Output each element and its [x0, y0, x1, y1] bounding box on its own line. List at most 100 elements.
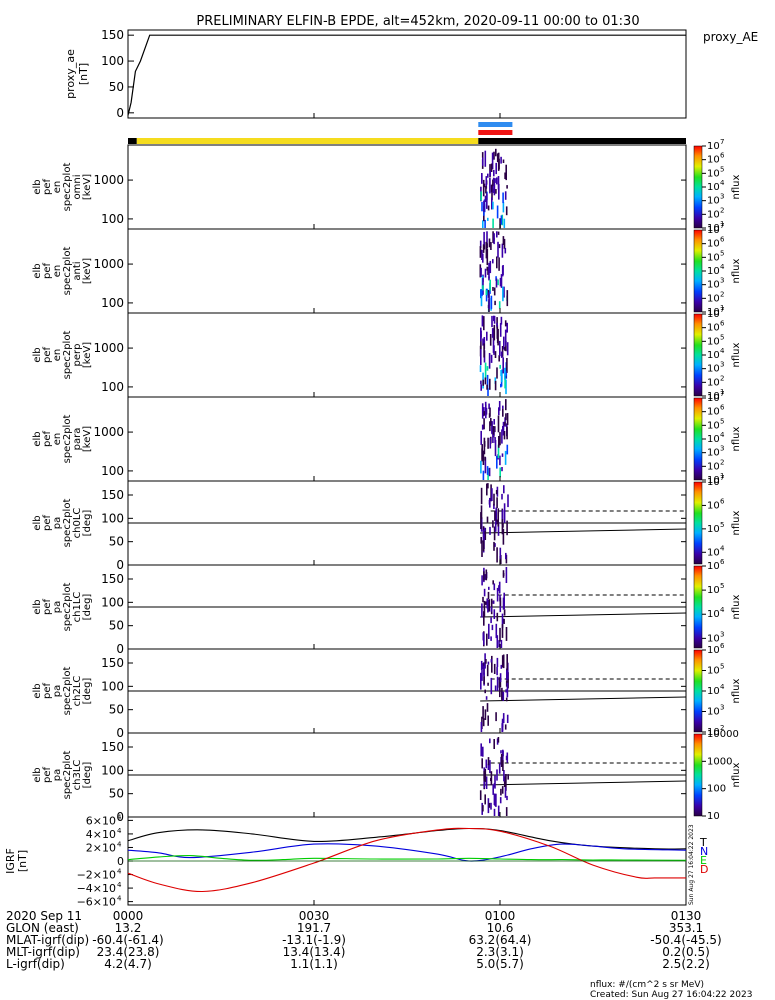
panel-perp-spectra: [479, 315, 509, 396]
flux-cell: [483, 676, 485, 685]
flux-cell: [481, 201, 483, 212]
y-label-line: en: [52, 265, 63, 278]
flux-cell: [482, 706, 484, 719]
footer-value: 13.4(13.4): [283, 945, 346, 959]
flux-cell: [483, 770, 485, 779]
flux-cell: [506, 349, 509, 353]
panel-para-y-ticks: 100 1000: [93, 425, 686, 478]
igrf-y-tick-exponent: 4: [117, 813, 122, 821]
panel-ch0LC-y-label: elb pef pa spec2plot ch0LC [deg]: [32, 499, 93, 548]
y-label-line: spec2plot: [62, 247, 73, 296]
flux-cell: [484, 527, 486, 532]
panel-anti-y-label: elb pef en spec2plot anti [keV]: [32, 247, 93, 296]
flux-cell: [489, 407, 491, 417]
flux-cell: [495, 148, 497, 157]
flux-cell: [502, 760, 504, 771]
flux-cell: [483, 600, 486, 617]
flux-cell: [490, 184, 493, 193]
flux-cell: [486, 231, 488, 248]
flux-cell: [501, 509, 504, 520]
flux-cell: [484, 401, 487, 406]
loss-cone-solid: [480, 696, 687, 702]
colorbar-tick-label: 10: [707, 393, 720, 404]
flux-cell: [483, 407, 485, 413]
igrf-panel: IGRF [nT] −6×10 4−4×10 4−2×10 402×10 44×10 46×…: [4, 813, 708, 908]
y-tick-label: 100: [101, 296, 124, 310]
colorbar-tick-exponent: 6: [720, 404, 725, 412]
flux-cell: [489, 760, 491, 774]
footer-value: 23.4(23.8): [97, 945, 160, 959]
ae-panel: proxy_AE 0 50 100 150 proxy_ae [nT]: [64, 28, 758, 120]
flux-cell: [497, 415, 500, 433]
flux-cell: [482, 450, 485, 465]
flux-cell: [484, 457, 487, 474]
ae-y-label-line: proxy_ae: [64, 49, 77, 99]
panel-ch3LC-y-ticks: 0 50 100 150: [101, 740, 687, 824]
flux-cell: [479, 365, 482, 372]
panel-ch2LC-y-label: elb pef pa spec2plot ch2LC [deg]: [32, 667, 93, 716]
flux-cell: [484, 362, 487, 379]
ae-y-tick-label: 100: [101, 54, 124, 68]
flux-cell: [503, 431, 506, 440]
flux-cell: [496, 657, 499, 667]
panel-perp-y-label: elb pef en spec2plot perp [keV]: [32, 331, 93, 380]
colorbar-tick-exponent: 1: [720, 472, 724, 480]
colorbar-tick-label: 10: [707, 448, 720, 459]
flux-cell: [483, 231, 485, 246]
flux-cell: [500, 215, 503, 225]
y-label-line: pef: [42, 767, 53, 784]
colorbar-tick-exponent: 3: [720, 445, 724, 453]
panel-para-spectra: [480, 399, 509, 480]
colorbar-tick-exponent: 1: [720, 388, 724, 396]
colorbar-tick-label: 10: [707, 252, 720, 263]
colorbar-tick-label: 10: [707, 633, 720, 644]
flux-cell: [480, 349, 482, 365]
colorbar-tick-label: 10: [707, 280, 720, 291]
flux-cell: [489, 378, 491, 390]
flux-cell: [500, 383, 502, 388]
flux-cell: [494, 440, 497, 457]
flux-cell: [483, 665, 485, 675]
colorbar-gradient: [693, 229, 703, 313]
flux-cell: [499, 627, 501, 642]
colorbar-tick-exponent: 2: [720, 374, 724, 382]
colorbar-tick-exponent: 3: [720, 361, 724, 369]
igrf-y-tick-exponent: 4: [117, 881, 122, 889]
colorbar-tick-exponent: 4: [720, 606, 725, 614]
flux-cell: [494, 300, 496, 306]
flux-cell: [500, 370, 502, 377]
igrf-y-label-line: IGRF: [4, 848, 17, 874]
footer-value: 10.6: [487, 921, 514, 935]
flux-cell: [496, 367, 498, 379]
flux-cell: [503, 238, 506, 249]
flux-cell: [483, 441, 486, 447]
colorbar-tick-exponent: 7: [720, 306, 724, 314]
igrf-legend-N: N: [700, 845, 708, 858]
flux-cell: [493, 179, 496, 196]
sunlit-bar: [136, 138, 479, 144]
loss-cone-solid: [480, 528, 687, 534]
flux-cell: [488, 599, 491, 612]
colorbar-tick-label: 10: [707, 686, 720, 697]
flux-cell: [502, 691, 505, 701]
colorbar-gradient: [693, 145, 703, 229]
y-label-line: spec2plot: [62, 415, 73, 464]
y-label-line: elb: [32, 599, 43, 614]
colorbar-label: nflux: [731, 426, 742, 451]
flux-cell: [497, 231, 500, 235]
flux-cell: [482, 338, 484, 346]
flux-cell: [483, 200, 485, 212]
flux-cell: [492, 426, 495, 435]
colorbar-tick-exponent: 7: [720, 390, 724, 398]
colorbar-tick-exponent: 4: [720, 683, 725, 691]
flux-cell: [485, 759, 488, 769]
flux-cell: [482, 663, 484, 669]
flux-cell: [488, 802, 491, 808]
flux-cell: [486, 466, 489, 475]
y-label-line: pef: [42, 347, 53, 364]
ae-y-tick-label: 0: [116, 106, 124, 120]
flux-cell: [502, 426, 504, 432]
ae-y-label-line: [nT]: [77, 63, 90, 85]
flux-cell: [481, 667, 483, 681]
